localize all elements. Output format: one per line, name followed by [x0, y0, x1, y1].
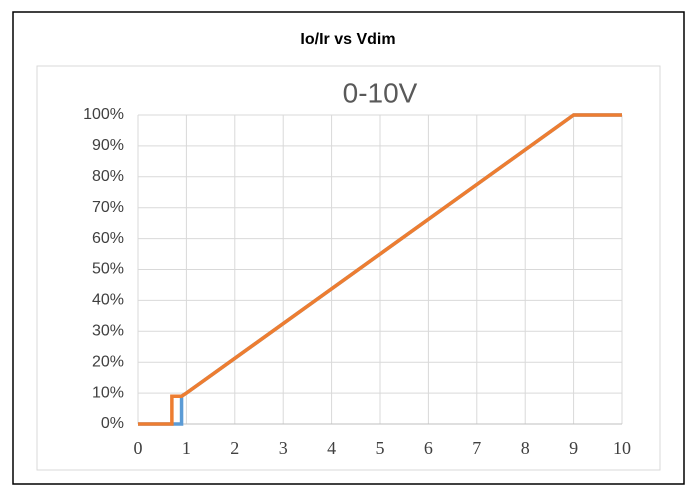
y-tick-label: 50% — [92, 261, 124, 278]
x-tick-label: 0 — [134, 438, 143, 458]
y-tick-label: 90% — [92, 137, 124, 154]
x-tick-label: 10 — [613, 438, 631, 458]
chart-title: Io/Ir vs Vdim — [300, 31, 395, 48]
y-tick-label: 0% — [101, 415, 124, 432]
y-tick-label: 60% — [92, 230, 124, 247]
x-tick-label: 8 — [521, 438, 530, 458]
y-tick-label: 10% — [92, 384, 124, 401]
y-tick-label: 70% — [92, 199, 124, 216]
x-tick-label: 7 — [472, 438, 481, 458]
x-tick-label: 3 — [279, 438, 288, 458]
y-tick-label: 30% — [92, 323, 124, 340]
y-tick-label: 100% — [83, 106, 124, 123]
y-tick-label: 20% — [92, 353, 124, 370]
chart-subtitle: 0-10V — [343, 77, 418, 108]
y-tick-label: 40% — [92, 292, 124, 309]
line-series — [138, 113, 622, 426]
plot: 0% 10% 20% 30% 40% 50% 60% 70% 80% 90% 100% 0 1 2 3 4 5 6… — [83, 106, 631, 458]
y-tick-label: 80% — [92, 168, 124, 185]
x-tick-label: 1 — [182, 438, 191, 458]
x-tick-label: 4 — [327, 438, 336, 458]
x-tick-label: 2 — [230, 438, 239, 458]
x-tick-label: 6 — [424, 438, 433, 458]
x-tick-label: 5 — [376, 438, 385, 458]
x-tick-label: 9 — [569, 438, 578, 458]
plot-frame — [36, 65, 661, 471]
